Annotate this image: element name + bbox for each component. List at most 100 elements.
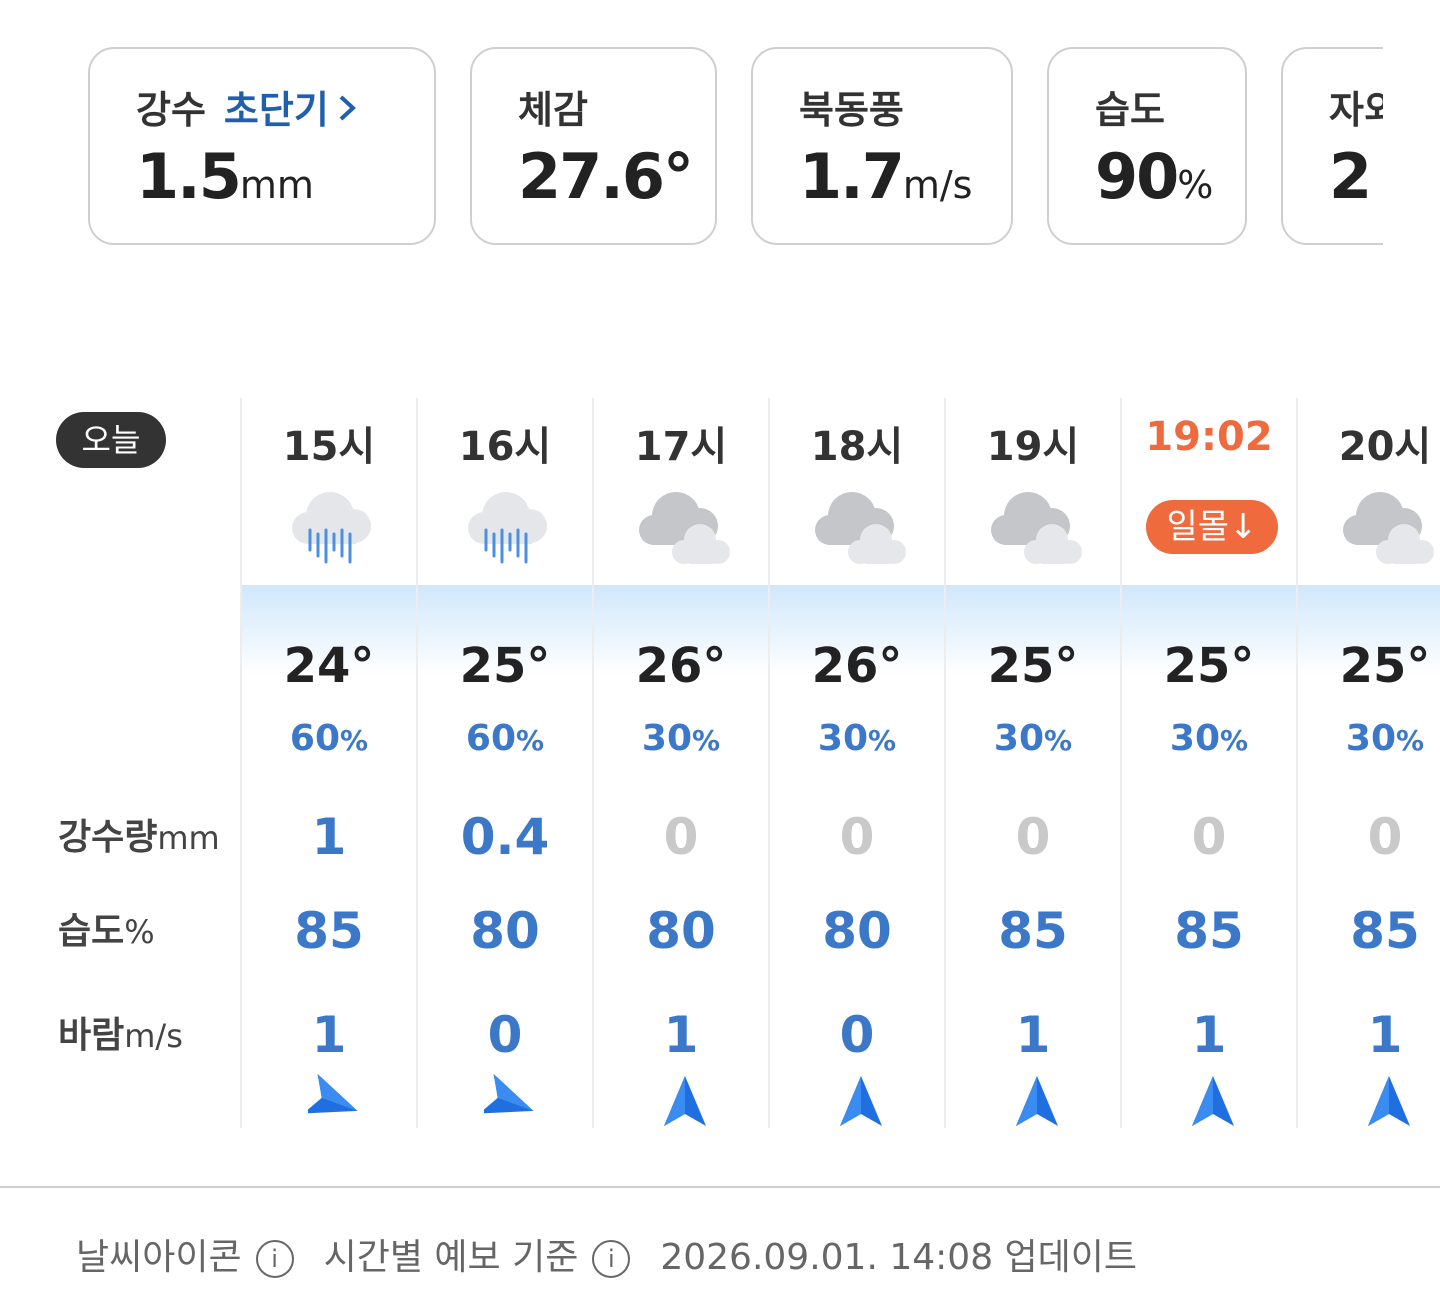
temperature: 25° bbox=[459, 638, 551, 694]
pop-unit: % bbox=[692, 724, 721, 757]
card-label: 습도 bbox=[1095, 79, 1245, 134]
weather-icon bbox=[458, 486, 554, 580]
label: 북동풍 bbox=[799, 88, 904, 132]
link[interactable]: 초단기 bbox=[224, 88, 357, 132]
pop-value: 30 bbox=[641, 718, 693, 759]
unit: mm bbox=[239, 163, 314, 207]
pop: 30% bbox=[770, 718, 944, 759]
wind-arrow bbox=[303, 1074, 358, 1134]
hour-column: 15시 24° 60% 1 85 1 bbox=[240, 398, 416, 1128]
unit: % bbox=[124, 913, 155, 951]
summary-card[interactable]: 체감 27.6° bbox=[470, 47, 717, 245]
weather-icon bbox=[282, 486, 378, 580]
humidity: 85 bbox=[998, 902, 1068, 960]
pop: 60% bbox=[242, 718, 416, 759]
summary-card[interactable]: 강수 초단기 1.5mm bbox=[88, 47, 436, 245]
card-value: 2 bbox=[1329, 140, 1383, 213]
label: 체감 bbox=[518, 88, 588, 132]
hour-column: 20시 25° 30% 0 85 1 bbox=[1296, 398, 1440, 1128]
cloud-icon bbox=[815, 492, 906, 564]
info-icon[interactable]: i bbox=[255, 1240, 294, 1278]
precip: 1 bbox=[311, 808, 347, 866]
arrow-icon bbox=[840, 1076, 882, 1126]
arrow-icon bbox=[303, 1074, 358, 1114]
chevron bbox=[339, 95, 356, 121]
pop-value: 30 bbox=[817, 718, 869, 759]
summary-cards: 강수 초단기 1.5mm 체감 27.6° 북동풍 1.7m/s 습도 90% 자외 2 bbox=[0, 0, 1383, 260]
updated: 2026.09.01. 14:08 업데이트 bbox=[660, 1237, 1138, 1278]
temperature: 26° bbox=[811, 638, 903, 694]
hour-column: 19시 25° 30% 0 85 1 bbox=[944, 398, 1120, 1128]
humidity: 80 bbox=[646, 902, 716, 960]
wind-arrow bbox=[1364, 1074, 1414, 1134]
basis[interactable]: 시간별 예보 기준 bbox=[323, 1237, 579, 1278]
summary-card[interactable]: 습도 90% bbox=[1047, 47, 1247, 245]
temperature: 24° bbox=[283, 638, 375, 694]
pop-value: 60 bbox=[465, 718, 517, 759]
unit: % bbox=[1177, 163, 1214, 207]
cloud-icon bbox=[991, 492, 1082, 564]
label: 강수 bbox=[136, 88, 206, 132]
wind: 0 bbox=[487, 1006, 523, 1064]
pop-unit: % bbox=[516, 724, 545, 757]
wind: 0 bbox=[839, 1006, 875, 1064]
wind-arrow bbox=[660, 1074, 710, 1134]
wind: 1 bbox=[1191, 1006, 1227, 1064]
wind: 1 bbox=[663, 1006, 699, 1064]
summary-card[interactable]: 북동풍 1.7m/s bbox=[751, 47, 1013, 245]
rain-icon bbox=[292, 492, 371, 564]
arrow-icon bbox=[1368, 1076, 1410, 1126]
precip: 0 bbox=[663, 808, 699, 866]
summary-card[interactable]: 자외 2 bbox=[1281, 47, 1383, 245]
temperature: 25° bbox=[1163, 638, 1255, 694]
arrow-icon bbox=[1016, 1076, 1058, 1126]
pop: 60% bbox=[418, 718, 592, 759]
wind-arrow bbox=[1188, 1074, 1238, 1134]
unit: m/s bbox=[124, 1017, 183, 1055]
icon-info[interactable]: 날씨아이콘 bbox=[76, 1237, 242, 1278]
divider bbox=[0, 1186, 1440, 1188]
info-icon[interactable]: i bbox=[592, 1240, 631, 1278]
unit: mm bbox=[157, 819, 220, 857]
wind-arrow bbox=[1012, 1074, 1062, 1134]
pop-unit: % bbox=[1220, 724, 1249, 757]
label: 습도 bbox=[58, 911, 125, 952]
humidity: 80 bbox=[470, 902, 540, 960]
time: 18시 bbox=[810, 424, 904, 470]
today-chip[interactable]: 오늘 bbox=[56, 412, 166, 468]
pop-value: 30 bbox=[993, 718, 1045, 759]
wind: 1 bbox=[311, 1006, 347, 1064]
time: 15시 bbox=[282, 424, 376, 470]
row-label: 강수량mm bbox=[58, 808, 220, 860]
card-label: 강수 초단기 bbox=[136, 79, 434, 134]
precip: 0 bbox=[839, 808, 875, 866]
value: 90 bbox=[1095, 140, 1179, 213]
sunset-badge: 일몰↓ bbox=[1146, 500, 1278, 554]
pop-unit: % bbox=[340, 724, 369, 757]
temperature: 25° bbox=[987, 638, 1079, 694]
hour-column: 16시 25° 60% 0.4 80 0 bbox=[416, 398, 592, 1128]
time: 16시 bbox=[458, 424, 552, 470]
temperature: 25° bbox=[1339, 638, 1431, 694]
arrow-icon bbox=[1192, 1076, 1234, 1126]
card-value: 90% bbox=[1095, 140, 1245, 213]
pop: 30% bbox=[1122, 718, 1296, 759]
precip: 0 bbox=[1191, 808, 1227, 866]
weather-icon bbox=[1338, 486, 1438, 576]
value: 1.7 bbox=[799, 140, 905, 213]
hour-column: 17시 26° 30% 0 80 1 bbox=[592, 398, 768, 1128]
pop-value: 60 bbox=[289, 718, 341, 759]
pop: 30% bbox=[946, 718, 1120, 759]
time: 19:02 bbox=[1145, 414, 1273, 460]
precip: 0 bbox=[1367, 808, 1403, 866]
humidity: 80 bbox=[822, 902, 892, 960]
card-label: 체감 bbox=[518, 79, 715, 134]
card-value: 1.5mm bbox=[136, 140, 434, 213]
cloud-icon bbox=[639, 492, 730, 564]
time: 20시 bbox=[1338, 424, 1432, 470]
value: 2 bbox=[1329, 140, 1372, 213]
pop-unit: % bbox=[1396, 724, 1425, 757]
time: 19시 bbox=[986, 424, 1080, 470]
pop-unit: % bbox=[868, 724, 897, 757]
